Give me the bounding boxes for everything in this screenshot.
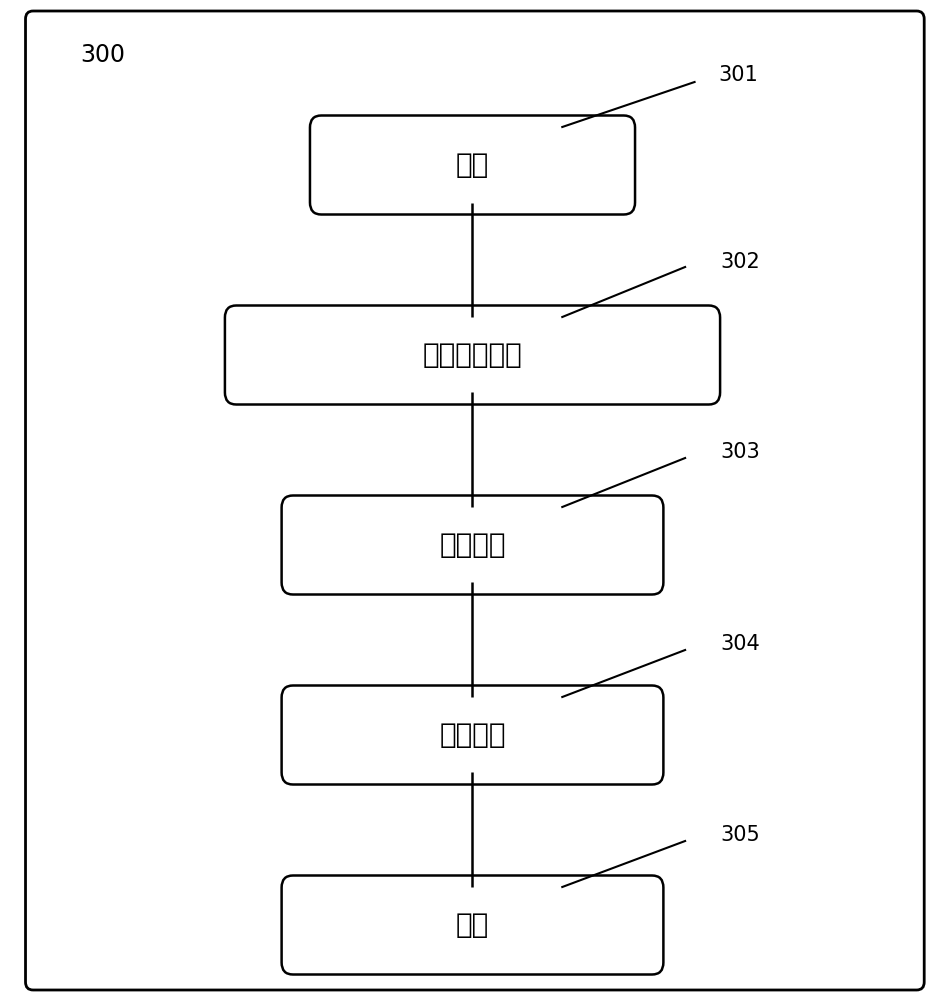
Text: 303: 303 xyxy=(719,442,759,462)
FancyBboxPatch shape xyxy=(25,11,923,990)
FancyBboxPatch shape xyxy=(281,686,663,784)
Text: 304: 304 xyxy=(719,634,759,654)
Text: 302: 302 xyxy=(719,252,759,272)
Text: 车辆调试: 车辆调试 xyxy=(439,721,505,749)
Text: 提交: 提交 xyxy=(455,911,489,939)
FancyBboxPatch shape xyxy=(281,495,663,594)
Text: 300: 300 xyxy=(80,43,126,67)
Text: 车辆平台选择: 车辆平台选择 xyxy=(422,341,522,369)
Text: 305: 305 xyxy=(719,825,759,845)
Text: 版本确认: 版本确认 xyxy=(439,531,505,559)
FancyBboxPatch shape xyxy=(310,115,634,215)
FancyBboxPatch shape xyxy=(225,306,719,404)
FancyBboxPatch shape xyxy=(281,876,663,974)
Text: 301: 301 xyxy=(717,65,757,85)
Text: 登录: 登录 xyxy=(455,151,489,179)
